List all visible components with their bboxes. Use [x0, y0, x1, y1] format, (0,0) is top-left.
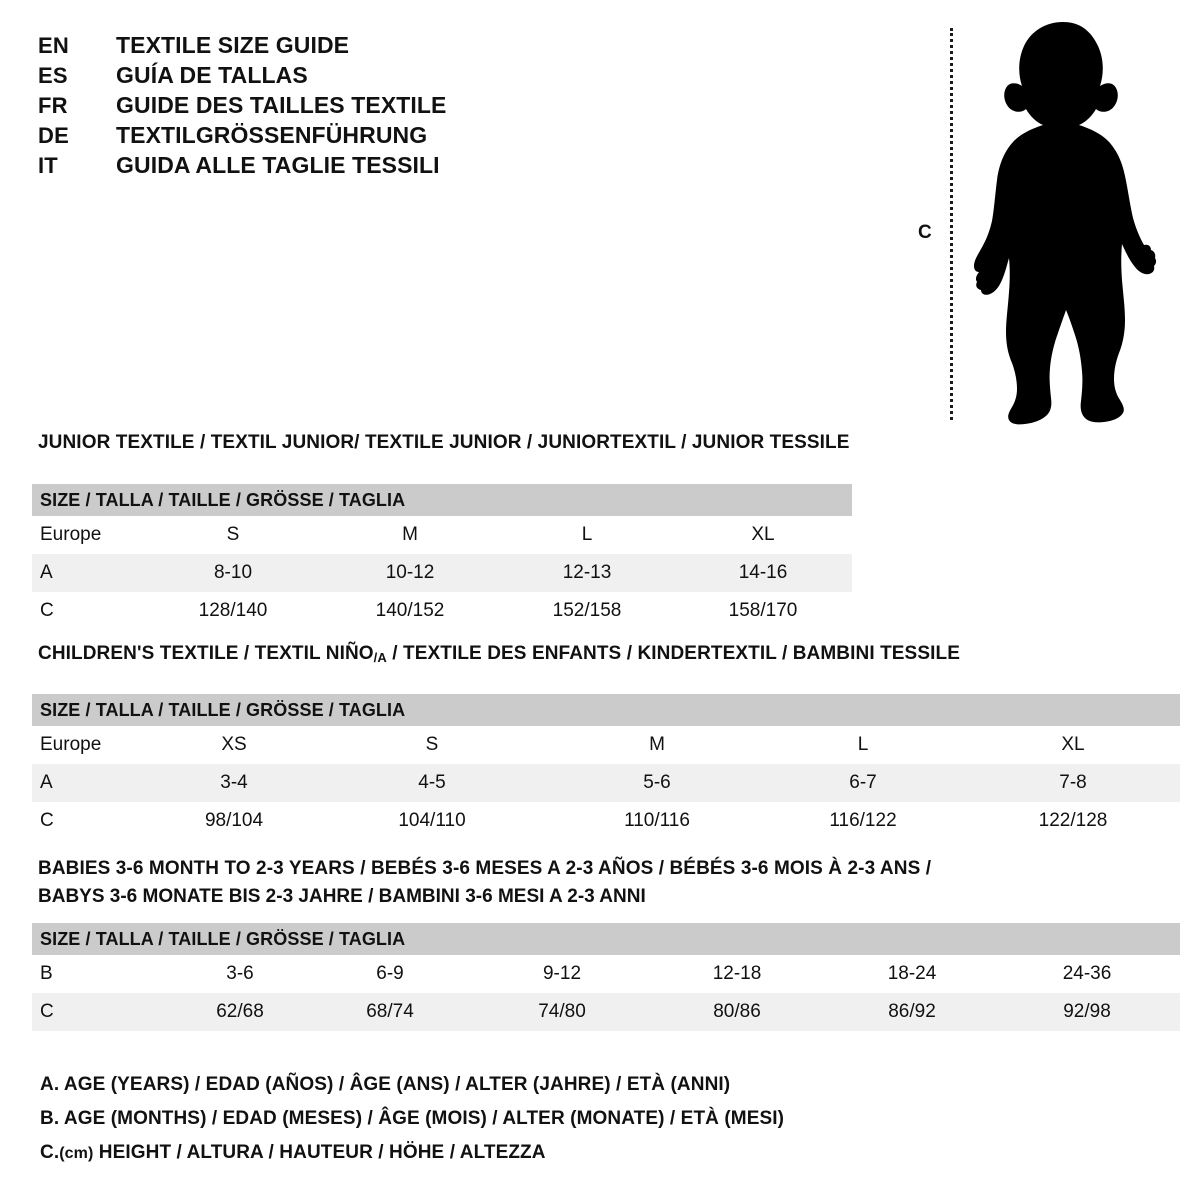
babies-row-months-key: B [40, 963, 53, 984]
junior-row-age-cell-2: 10-12 [385, 562, 435, 583]
junior-size-table: SIZE / TALLA / TAILLE / GRÖSSE / TAGLIA … [32, 484, 852, 630]
children-row-age-cell-5: 7-8 [1059, 772, 1087, 793]
children-row-age-cell-4: 6-7 [849, 772, 877, 793]
children-row-age-cell-3: 5-6 [643, 772, 671, 793]
children-section-heading: CHILDREN'S TEXTILE / TEXTIL NIÑO/A / TEX… [38, 643, 960, 665]
babies-row-height-key: C [40, 1001, 54, 1022]
babies-row-months-cell-2: 6-9 [376, 963, 404, 984]
children-row-age-cell-1: 3-4 [220, 772, 248, 793]
children-heading-part1: CHILDREN'S TEXTILE / TEXTIL NIÑO [38, 643, 374, 664]
language-row-de: DE TEXTILGRÖSSENFÜHRUNG [38, 120, 598, 150]
children-row-europe: Europe XS S M L XL [32, 726, 1180, 764]
junior-row-age-cell-4: 14-16 [738, 562, 788, 583]
children-row-height-cell-5: 122/128 [1038, 810, 1108, 831]
language-title-de: TEXTILGRÖSSENFÜHRUNG [116, 122, 428, 148]
junior-row-europe: Europe S M L XL [32, 516, 852, 554]
babies-row-height-cell-3: 74/80 [538, 1001, 586, 1022]
children-row-europe-cell-3: M [649, 734, 665, 755]
children-row-height-cell-3: 110/116 [624, 810, 690, 831]
children-row-height-cell-1: 98/104 [204, 810, 264, 831]
language-row-en: EN TEXTILE SIZE GUIDE [38, 30, 598, 60]
junior-row-age-cell-1: 8-10 [213, 562, 253, 583]
children-row-height-cell-2: 104/110 [398, 810, 466, 831]
language-code-it: IT [38, 153, 58, 178]
junior-row-height: C 128/140 140/152 152/158 158/170 [32, 592, 852, 630]
height-measure-label: C [918, 222, 932, 243]
language-code-fr: FR [38, 93, 68, 118]
language-row-fr: FR GUIDE DES TAILLES TEXTILE [38, 90, 598, 120]
babies-row-height-cell-4: 80/86 [713, 1001, 761, 1022]
junior-row-europe-cell-1: S [226, 524, 240, 545]
language-title-fr: GUIDE DES TAILLES TEXTILE [116, 92, 447, 118]
legend-c-unit: (cm) [59, 1145, 94, 1162]
children-heading-part2: / TEXTILE DES ENFANTS / KINDERTEXTIL / B… [386, 643, 960, 664]
junior-row-europe-cell-3: L [581, 524, 593, 545]
children-row-height: C 98/104 104/110 110/116 116/122 122/128 [32, 802, 1180, 840]
junior-row-europe-cell-4: XL [751, 524, 775, 545]
children-row-europe-cell-2: S [425, 734, 439, 755]
junior-row-height-cell-4: 158/170 [728, 600, 798, 621]
height-measure-dotted-line [950, 28, 953, 420]
language-row-es: ES GUÍA DE TALLAS [38, 60, 598, 90]
language-code-en: EN [38, 33, 69, 58]
junior-section-heading: JUNIOR TEXTILE / TEXTIL JUNIOR/ TEXTILE … [38, 432, 850, 453]
babies-row-months-cell-5: 18-24 [887, 963, 937, 984]
babies-section-heading-line2: BABYS 3-6 MONATE BIS 2-3 JAHRE / BAMBINI… [38, 886, 646, 907]
legend-block: A. AGE (YEARS) / EDAD (AÑOS) / ÂGE (ANS)… [40, 1068, 860, 1171]
junior-row-height-key: C [40, 600, 54, 621]
junior-row-age-key: A [40, 562, 53, 583]
babies-size-table: SIZE / TALLA / TAILLE / GRÖSSE / TAGLIA … [32, 923, 1180, 1031]
children-row-europe-key: Europe [40, 734, 102, 755]
junior-row-height-cell-3: 152/158 [552, 600, 622, 621]
children-row-europe-cell-5: XL [1061, 734, 1085, 755]
children-table-band-label: SIZE / TALLA / TAILLE / GRÖSSE / TAGLIA [32, 694, 1180, 726]
legend-c-text: HEIGHT / ALTURA / HAUTEUR / HÖHE / ALTEZ… [98, 1142, 546, 1163]
children-row-height-cell-4: 116/122 [829, 810, 897, 831]
junior-row-height-cell-2: 140/152 [375, 600, 445, 621]
babies-row-height-cell-1: 62/68 [216, 1001, 264, 1022]
babies-row-height: C 62/68 68/74 74/80 80/86 86/92 92/98 [32, 993, 1180, 1031]
children-row-europe-cell-1: XS [221, 734, 247, 755]
children-row-age-cell-2: 4-5 [418, 772, 446, 793]
language-row-it: IT GUIDA ALLE TAGLIE TESSILI [38, 150, 598, 180]
babies-section-heading-line1: BABIES 3-6 MONTH TO 2-3 YEARS / BEBÉS 3-… [38, 858, 932, 879]
legend-row-a: A. AGE (YEARS) / EDAD (AÑOS) / ÂGE (ANS)… [40, 1074, 731, 1095]
children-row-age-key: A [40, 772, 53, 793]
junior-row-age-cell-3: 12-13 [562, 562, 612, 583]
height-diagram: C [900, 10, 1160, 430]
junior-row-age: A 8-10 10-12 12-13 14-16 [32, 554, 852, 592]
legend-c-prefix: C. [40, 1142, 60, 1163]
babies-row-height-cell-6: 92/98 [1063, 1001, 1111, 1022]
children-heading-superscript: /A [373, 650, 387, 665]
language-header-block: EN TEXTILE SIZE GUIDE ES GUÍA DE TALLAS … [38, 30, 598, 180]
children-row-height-key: C [40, 810, 54, 831]
junior-row-europe-key: Europe [40, 524, 102, 545]
junior-row-europe-cell-2: M [402, 524, 418, 545]
babies-row-months-cell-6: 24-36 [1062, 963, 1112, 984]
children-size-table: SIZE / TALLA / TAILLE / GRÖSSE / TAGLIA … [32, 694, 1180, 840]
babies-row-months-cell-3: 9-12 [542, 963, 582, 984]
legend-row-c: C.(cm) HEIGHT / ALTURA / HAUTEUR / HÖHE … [40, 1136, 860, 1171]
babies-table-band-label: SIZE / TALLA / TAILLE / GRÖSSE / TAGLIA [32, 923, 1180, 955]
babies-row-months-cell-1: 3-6 [226, 963, 254, 984]
language-title-it: GUIDA ALLE TAGLIE TESSILI [116, 152, 440, 178]
language-title-es: GUÍA DE TALLAS [116, 62, 308, 88]
babies-row-height-cell-5: 86/92 [888, 1001, 936, 1022]
language-code-de: DE [38, 123, 69, 148]
children-row-europe-cell-4: L [857, 734, 869, 755]
children-row-age: A 3-4 4-5 5-6 6-7 7-8 [32, 764, 1180, 802]
junior-table-band-label: SIZE / TALLA / TAILLE / GRÖSSE / TAGLIA [32, 484, 852, 516]
babies-row-months: B 3-6 6-9 9-12 12-18 18-24 24-36 [32, 955, 1180, 993]
babies-row-height-cell-2: 68/74 [366, 1001, 414, 1022]
toddler-silhouette-icon [974, 22, 1157, 425]
language-code-es: ES [38, 63, 68, 88]
babies-row-months-cell-4: 12-18 [712, 963, 762, 984]
junior-row-height-cell-1: 128/140 [198, 600, 268, 621]
language-title-en: TEXTILE SIZE GUIDE [116, 32, 350, 58]
legend-row-b: B. AGE (MONTHS) / EDAD (MESES) / ÂGE (MO… [40, 1108, 785, 1129]
